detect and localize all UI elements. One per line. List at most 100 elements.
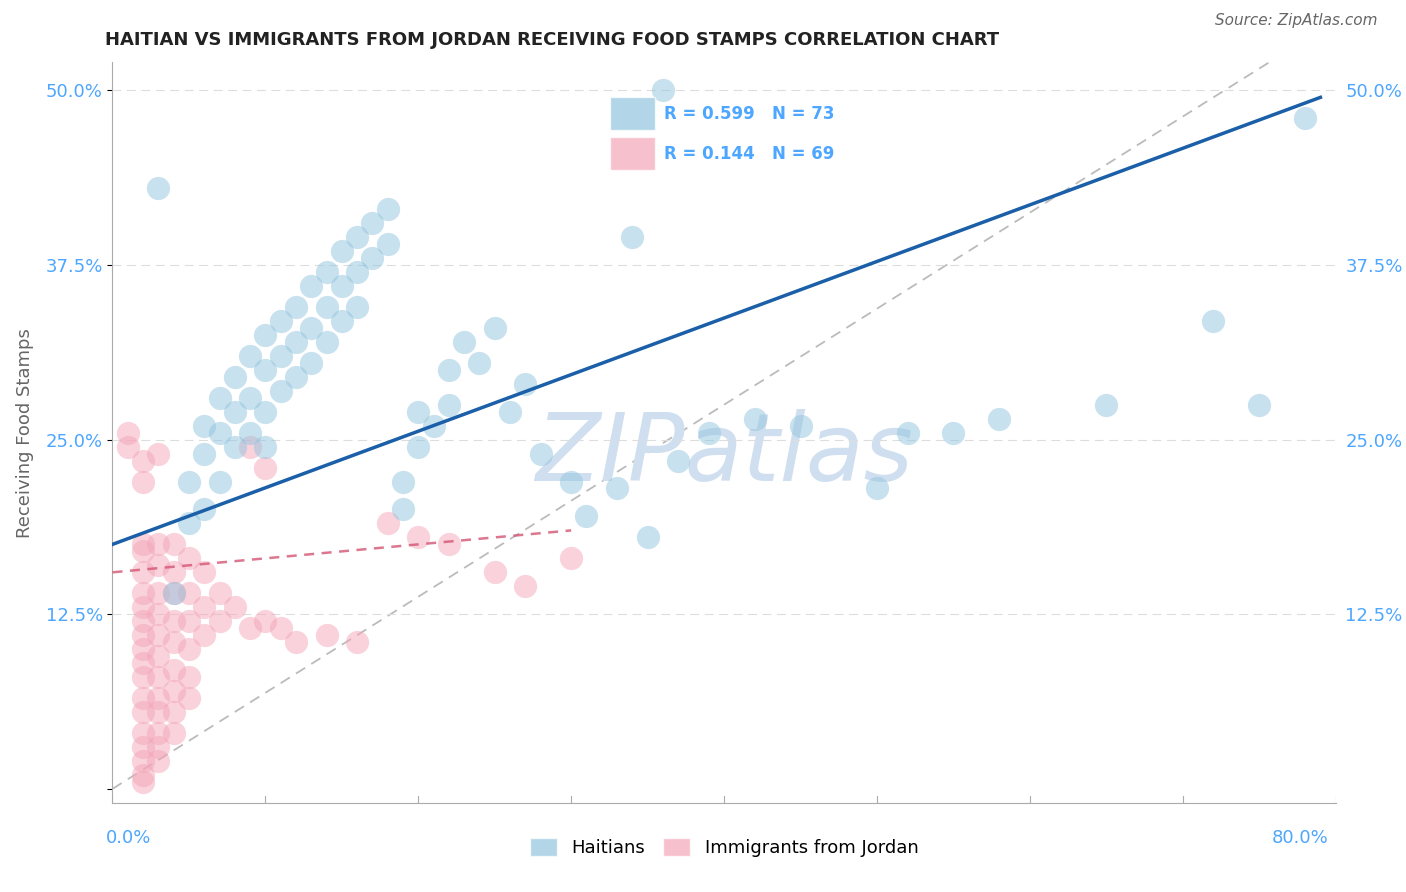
Point: [408, 405, 430, 419]
Point: [437, 398, 460, 412]
Point: [177, 586, 200, 600]
Point: [132, 453, 155, 467]
Point: [117, 425, 139, 440]
Point: [117, 440, 139, 454]
Point: [132, 628, 155, 642]
Point: [132, 726, 155, 740]
Point: [132, 544, 155, 558]
Point: [299, 279, 322, 293]
Point: [208, 614, 231, 628]
Point: [606, 482, 628, 496]
Point: [163, 726, 186, 740]
Point: [132, 566, 155, 580]
Point: [897, 425, 920, 440]
Point: [315, 628, 337, 642]
Point: [254, 440, 277, 454]
Point: [132, 600, 155, 615]
Point: [163, 635, 186, 649]
Point: [560, 551, 582, 566]
Point: [346, 300, 368, 314]
Point: [575, 509, 598, 524]
Legend: Haitians, Immigrants from Jordan: Haitians, Immigrants from Jordan: [523, 830, 925, 864]
Point: [224, 405, 246, 419]
Point: [346, 265, 368, 279]
Point: [163, 614, 186, 628]
Point: [177, 670, 200, 684]
Point: [1249, 398, 1271, 412]
Point: [254, 405, 277, 419]
Point: [652, 83, 675, 97]
Point: [193, 566, 215, 580]
Point: [132, 705, 155, 719]
Point: [789, 418, 811, 433]
Point: [284, 369, 308, 384]
Point: [988, 411, 1011, 425]
Point: [315, 265, 337, 279]
Point: [346, 635, 368, 649]
Point: [254, 460, 277, 475]
Point: [744, 411, 766, 425]
Point: [299, 356, 322, 370]
Point: [484, 566, 506, 580]
Point: [177, 475, 200, 489]
Point: [1294, 112, 1316, 126]
Point: [148, 649, 170, 664]
Point: [377, 237, 399, 252]
Point: [163, 705, 186, 719]
FancyBboxPatch shape: [610, 137, 655, 170]
Text: R = 0.599   N = 73: R = 0.599 N = 73: [664, 105, 834, 123]
Point: [377, 202, 399, 216]
Point: [270, 349, 292, 363]
Point: [132, 754, 155, 768]
Point: [284, 300, 308, 314]
Point: [453, 334, 475, 349]
Point: [177, 691, 200, 706]
Point: [530, 446, 553, 460]
Text: 80.0%: 80.0%: [1272, 829, 1329, 847]
Point: [208, 475, 231, 489]
Point: [942, 425, 965, 440]
Point: [132, 768, 155, 782]
Point: [1202, 314, 1225, 328]
Point: [148, 670, 170, 684]
Point: [132, 475, 155, 489]
Point: [132, 642, 155, 657]
Point: [239, 440, 262, 454]
Point: [621, 230, 644, 244]
Point: [148, 558, 170, 573]
Point: [193, 628, 215, 642]
Point: [499, 405, 522, 419]
Point: [148, 726, 170, 740]
Point: [437, 363, 460, 377]
Point: [270, 621, 292, 635]
Text: HAITIAN VS IMMIGRANTS FROM JORDAN RECEIVING FOOD STAMPS CORRELATION CHART: HAITIAN VS IMMIGRANTS FROM JORDAN RECEIV…: [105, 31, 1000, 49]
Point: [193, 446, 215, 460]
Point: [177, 614, 200, 628]
Point: [132, 691, 155, 706]
Point: [392, 502, 415, 516]
Point: [148, 607, 170, 622]
Point: [193, 418, 215, 433]
Point: [468, 356, 491, 370]
Point: [284, 334, 308, 349]
Point: [377, 516, 399, 531]
Point: [193, 502, 215, 516]
Point: [330, 244, 353, 258]
Point: [361, 251, 384, 265]
Point: [224, 369, 246, 384]
Point: [132, 537, 155, 551]
Point: [330, 314, 353, 328]
Point: [132, 739, 155, 754]
Point: [361, 216, 384, 230]
Point: [666, 453, 689, 467]
Point: [148, 537, 170, 551]
Point: [163, 684, 186, 698]
Text: R = 0.144   N = 69: R = 0.144 N = 69: [664, 145, 834, 163]
Point: [208, 586, 231, 600]
Text: 0.0%: 0.0%: [105, 829, 150, 847]
Point: [515, 376, 537, 391]
Point: [163, 663, 186, 677]
Point: [148, 739, 170, 754]
Point: [177, 551, 200, 566]
Y-axis label: Receiving Food Stamps: Receiving Food Stamps: [17, 327, 34, 538]
